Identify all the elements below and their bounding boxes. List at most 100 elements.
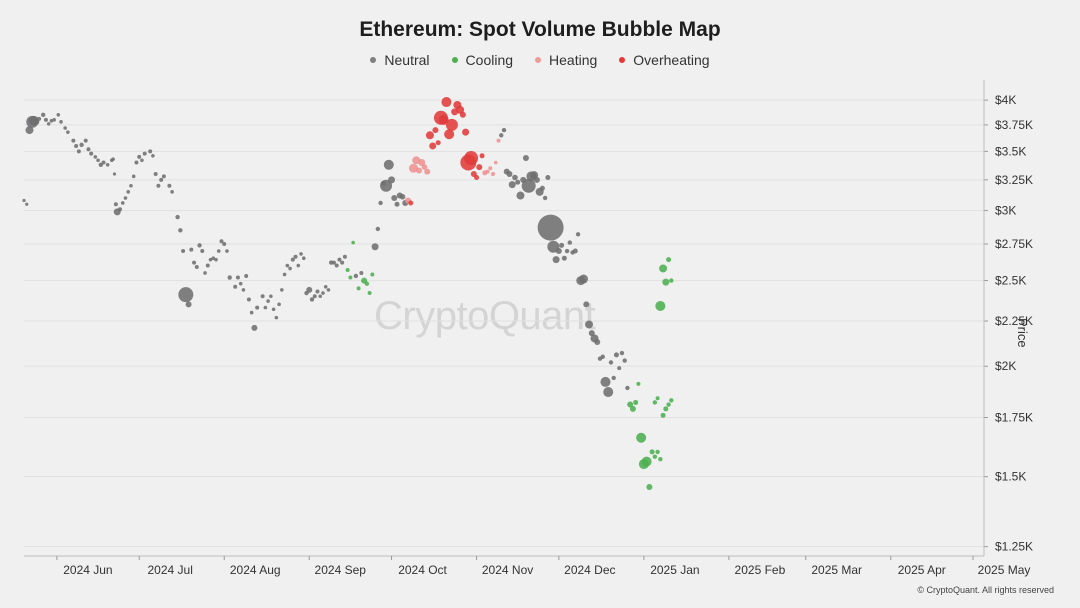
bubble-neutral[interactable] [181, 249, 186, 254]
bubble-neutral[interactable] [269, 294, 273, 299]
bubble-neutral[interactable] [501, 127, 507, 133]
bubble-neutral[interactable] [101, 160, 106, 165]
bubble-neutral[interactable] [89, 151, 94, 156]
bubble-cooling[interactable] [655, 300, 666, 311]
bubble-neutral[interactable] [153, 171, 158, 176]
bubble-neutral[interactable] [98, 162, 104, 167]
bubble-overheating[interactable] [459, 111, 466, 118]
bubble-neutral[interactable] [304, 290, 309, 296]
bubble-overheating[interactable] [444, 129, 455, 140]
bubble-neutral[interactable] [56, 113, 61, 117]
bubble-neutral[interactable] [178, 287, 194, 303]
bubble-neutral[interactable] [277, 302, 281, 307]
bubble-neutral[interactable] [533, 176, 540, 183]
bubble-neutral[interactable] [189, 247, 194, 252]
bubble-overheating[interactable] [438, 114, 449, 125]
bubble-neutral[interactable] [200, 249, 205, 254]
bubble-neutral[interactable] [112, 172, 117, 176]
bubble-neutral[interactable] [309, 297, 315, 302]
bubble-neutral[interactable] [334, 263, 339, 268]
bubble-neutral[interactable] [296, 263, 301, 268]
bubble-cooling[interactable] [351, 240, 355, 245]
bubble-overheating[interactable] [441, 97, 452, 108]
bubble-neutral[interactable] [274, 315, 279, 320]
bubble-cooling[interactable] [649, 449, 655, 455]
bubble-neutral[interactable] [49, 119, 54, 123]
bubble-neutral[interactable] [521, 178, 536, 193]
bubble-overheating[interactable] [464, 151, 479, 166]
bubble-neutral[interactable] [46, 122, 51, 126]
bubble-neutral[interactable] [192, 260, 197, 265]
bubble-neutral[interactable] [263, 305, 268, 310]
bubble-neutral[interactable] [299, 252, 303, 256]
bubble-neutral[interactable] [290, 257, 295, 262]
bubble-neutral[interactable] [600, 376, 611, 387]
legend-item-overheating[interactable]: Overheating [619, 52, 710, 68]
bubble-neutral[interactable] [241, 288, 246, 292]
bubble-neutral[interactable] [625, 385, 630, 391]
bubble-neutral[interactable] [622, 358, 627, 363]
bubble-cooling[interactable] [627, 401, 634, 408]
bubble-neutral[interactable] [79, 142, 84, 148]
bubble-neutral[interactable] [588, 330, 595, 337]
bubble-neutral[interactable] [203, 271, 207, 275]
bubble-neutral[interactable] [318, 294, 323, 299]
bubble-neutral[interactable] [288, 266, 292, 271]
bubble-neutral[interactable] [227, 275, 232, 280]
bubble-cooling[interactable] [629, 405, 636, 412]
bubble-cooling[interactable] [655, 449, 660, 455]
bubble-overheating[interactable] [479, 153, 485, 159]
bubble-neutral[interactable] [96, 158, 100, 163]
bubble-heating[interactable] [424, 168, 431, 175]
bubble-neutral[interactable] [260, 294, 265, 299]
bubble-neutral[interactable] [285, 263, 290, 268]
bubble-neutral[interactable] [178, 228, 183, 233]
bubble-neutral[interactable] [512, 174, 518, 181]
bubble-neutral[interactable] [340, 260, 345, 265]
legend-item-heating[interactable]: Heating [535, 52, 597, 68]
bubble-neutral[interactable] [52, 118, 56, 122]
bubble-neutral[interactable] [105, 162, 110, 167]
bubble-neutral[interactable] [244, 273, 249, 278]
bubble-cooling[interactable] [370, 272, 375, 277]
bubble-neutral[interactable] [22, 198, 26, 203]
bubble-neutral[interactable] [235, 275, 240, 280]
bubble-neutral[interactable] [76, 149, 81, 154]
bubble-neutral[interactable] [59, 120, 63, 124]
bubble-neutral[interactable] [137, 154, 142, 159]
bubble-neutral[interactable] [271, 307, 276, 312]
bubble-neutral[interactable] [37, 116, 42, 121]
bubble-neutral[interactable] [140, 158, 144, 163]
bubble-overheating[interactable] [429, 142, 437, 150]
bubble-neutral[interactable] [25, 126, 34, 135]
bubble-overheating[interactable] [435, 140, 441, 146]
bubble-cooling[interactable] [663, 406, 669, 412]
bubble-neutral[interactable] [151, 154, 155, 158]
bubble-neutral[interactable] [129, 183, 133, 188]
bubble-neutral[interactable] [516, 191, 525, 200]
bubble-neutral[interactable] [359, 270, 364, 275]
bubble-neutral[interactable] [537, 214, 564, 241]
bubble-cooling[interactable] [659, 264, 668, 273]
bubble-neutral[interactable] [522, 155, 529, 162]
bubble-cooling[interactable] [633, 399, 639, 405]
bubble-cooling[interactable] [636, 381, 641, 386]
bubble-overheating[interactable] [445, 118, 458, 131]
bubble-cooling[interactable] [658, 456, 663, 462]
bubble-neutral[interactable] [555, 248, 562, 255]
bubble-neutral[interactable] [131, 174, 136, 179]
bubble-neutral[interactable] [120, 201, 125, 205]
bubble-neutral[interactable] [93, 155, 98, 159]
bubble-neutral[interactable] [323, 284, 328, 289]
bubble-neutral[interactable] [342, 254, 347, 259]
bubble-neutral[interactable] [161, 174, 166, 179]
bubble-neutral[interactable] [570, 250, 575, 255]
bubble-cooling[interactable] [652, 400, 658, 405]
bubble-neutral[interactable] [238, 281, 243, 286]
bubble-neutral[interactable] [123, 196, 128, 200]
bubble-cooling[interactable] [660, 412, 666, 418]
bubble-cooling[interactable] [666, 402, 671, 407]
bubble-heating[interactable] [418, 159, 426, 167]
bubble-heating[interactable] [408, 163, 418, 173]
bubble-neutral[interactable] [246, 297, 251, 302]
